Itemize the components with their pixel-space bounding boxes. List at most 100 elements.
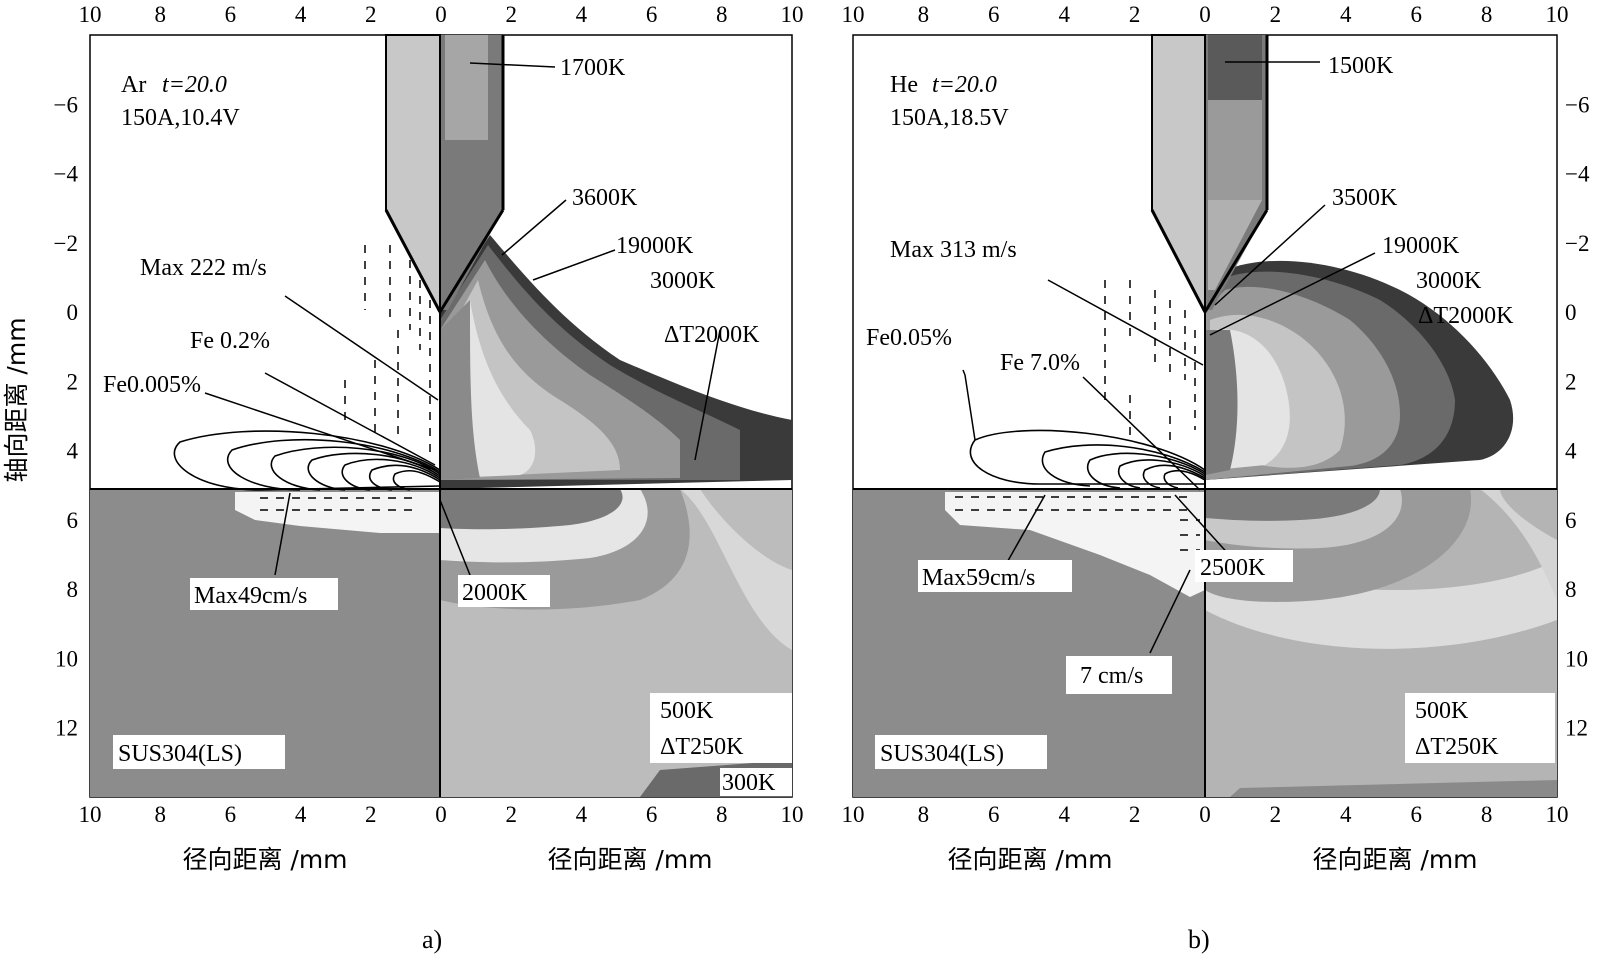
x-tick-top-b: 8 xyxy=(918,2,930,27)
y-tick-b: −6 xyxy=(1565,92,1589,117)
y-tick-b: 2 xyxy=(1565,369,1577,394)
gas-label-a: Ar xyxy=(121,72,146,98)
x-axis-title-a-left: 径向距离 /mm xyxy=(182,845,347,874)
fe-contours-b xyxy=(969,429,1206,489)
y-tick-b: 12 xyxy=(1565,716,1588,741)
y-tick-b: 4 xyxy=(1565,439,1577,464)
x-tick-bottom-a: 2 xyxy=(505,802,517,827)
y-tick-b: −4 xyxy=(1565,162,1590,187)
time-label-b: t=20.0 xyxy=(932,72,997,98)
x-tick-top-b: 8 xyxy=(1481,2,1493,27)
x-tick-top-a: 6 xyxy=(646,2,658,27)
leaders-b xyxy=(962,61,1376,654)
time-label-a: t=20.0 xyxy=(162,72,227,98)
velocity-vectors-a xyxy=(260,245,431,511)
velocity-vectors-b xyxy=(955,280,1200,551)
fe-outer-b: Fe0.05% xyxy=(866,325,952,351)
x-tick-top-b: 6 xyxy=(1410,2,1422,27)
y-tick-a: −2 xyxy=(54,231,78,256)
y-tick-a: 6 xyxy=(67,508,79,533)
pool-temp-a: 2000K xyxy=(462,580,528,606)
temp-min-b: 3000K xyxy=(1416,268,1482,294)
x-tick-bottom-b: 0 xyxy=(1199,802,1211,827)
x-tick-bottom-b: 10 xyxy=(842,802,865,827)
x-tick-top-a: 2 xyxy=(505,2,517,27)
x-tick-bottom-a: 2 xyxy=(365,802,377,827)
y-tick-b: 0 xyxy=(1565,300,1577,325)
panel-a: Ar t=20.0 150A,10.4V 1700K 3600K 19000K … xyxy=(89,34,793,954)
base-temp-a: 500K xyxy=(660,698,714,724)
axes: 10 10 8 8 6 6 4 4 2 2 0 0 2 2 4 4 6 6 8 8 10 10 −6 −4 −2 0 2 4 6 8 10 1… xyxy=(54,2,1590,827)
fe-inner-b: Fe 7.0% xyxy=(1000,350,1080,376)
x-tick-top-a: 10 xyxy=(781,2,804,27)
x-tick-bottom-b: 2 xyxy=(1129,802,1141,827)
x-tick-top-a: 10 xyxy=(79,2,102,27)
temp-min-a: 3000K xyxy=(650,268,716,294)
x-axis-title-b-left: 径向距离 /mm xyxy=(947,845,1112,874)
fe-inner-a: Fe 0.2% xyxy=(190,328,270,354)
x-tick-top-b: 10 xyxy=(842,2,865,27)
y-tick-a: 4 xyxy=(67,439,79,464)
caption-b: b) xyxy=(1188,925,1210,954)
x-tick-bottom-a: 6 xyxy=(646,802,658,827)
x-tick-top-a: 8 xyxy=(154,2,166,27)
y-tick-a: 0 xyxy=(67,300,79,325)
x-tick-top-a: 0 xyxy=(435,2,447,27)
max-velocity-pool-a: Max49cm/s xyxy=(194,583,307,609)
x-tick-top-b: 6 xyxy=(988,2,1000,27)
x-tick-bottom-a: 0 xyxy=(435,802,447,827)
x-axis-title-a-right: 径向距离 /mm xyxy=(547,845,712,874)
current-voltage-a: 150A,10.4V xyxy=(121,105,240,131)
x-tick-bottom-a: 4 xyxy=(295,802,307,827)
x-tick-top-b: 0 xyxy=(1199,2,1211,27)
temp-step-b: ΔT2000K xyxy=(1418,303,1514,329)
x-tick-bottom-b: 2 xyxy=(1270,802,1282,827)
max-velocity-arc-a: Max 222 m/s xyxy=(140,255,267,281)
x-tick-bottom-b: 6 xyxy=(988,802,1000,827)
temp-max-a: 19000K xyxy=(616,233,694,259)
x-tick-bottom-a: 4 xyxy=(576,802,588,827)
current-voltage-b: 150A,18.5V xyxy=(890,105,1009,131)
y-tick-a: 12 xyxy=(55,716,78,741)
x-tick-top-b: 4 xyxy=(1340,2,1352,27)
x-tick-top-b: 2 xyxy=(1129,2,1141,27)
y-tick-a: 2 xyxy=(67,369,79,394)
x-tick-top-b: 10 xyxy=(1546,2,1569,27)
base-temp-b: 500K xyxy=(1415,698,1469,724)
x-tick-bottom-b: 4 xyxy=(1340,802,1352,827)
x-tick-top-a: 4 xyxy=(295,2,307,27)
y-tick-a: 8 xyxy=(67,577,79,602)
y-tick-b: 8 xyxy=(1565,577,1577,602)
molten-pool-left-a xyxy=(235,492,440,533)
x-tick-bottom-a: 10 xyxy=(781,802,804,827)
y-tick-a: −6 xyxy=(54,92,78,117)
temp-tip-b: 3500K xyxy=(1332,185,1398,211)
material-b: SUS304(LS) xyxy=(880,741,1004,767)
y-tick-b: −2 xyxy=(1565,231,1589,256)
max-velocity-pool-b: Max59cm/s xyxy=(922,565,1035,591)
base-step-b: ΔT250K xyxy=(1415,734,1499,760)
y-tick-a: 10 xyxy=(55,646,78,671)
y-tick-a: −4 xyxy=(54,162,79,187)
x-tick-top-a: 8 xyxy=(716,2,728,27)
x-tick-bottom-a: 6 xyxy=(225,802,237,827)
y-tick-b: 10 xyxy=(1565,646,1588,671)
material-a: SUS304(LS) xyxy=(118,741,242,767)
x-tick-top-b: 4 xyxy=(1058,2,1070,27)
x-tick-bottom-b: 8 xyxy=(1481,802,1493,827)
x-tick-bottom-a: 8 xyxy=(154,802,166,827)
x-tick-bottom-b: 10 xyxy=(1546,802,1569,827)
panel-b: He t=20.0 150A,18.5V 1500K 3500K 19000K … xyxy=(852,34,1558,954)
base-step-a: ΔT250K xyxy=(660,734,744,760)
temp-step-a: ΔT2000K xyxy=(664,322,760,348)
y-tick-b: 6 xyxy=(1565,508,1577,533)
temperature-field-b xyxy=(1205,35,1557,797)
pool-temp-b: 2500K xyxy=(1200,555,1266,581)
x-tick-bottom-a: 8 xyxy=(716,802,728,827)
x-tick-bottom-b: 4 xyxy=(1058,802,1070,827)
temp-top-a: 1700K xyxy=(560,55,626,81)
y-axis-title: 轴向距离 /mm xyxy=(2,317,31,482)
molten-pool-left-b xyxy=(945,492,1205,597)
